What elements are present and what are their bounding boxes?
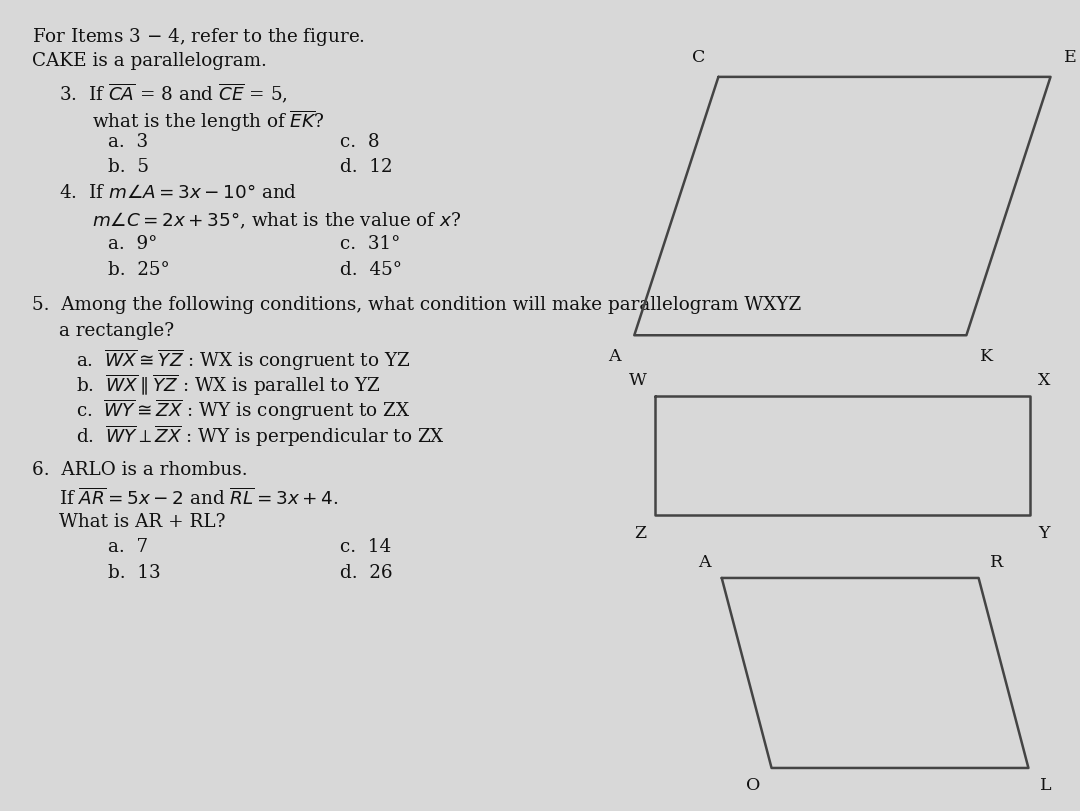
Text: a.  9°: a. 9°: [108, 235, 158, 253]
Text: 5.  Among the following conditions, what condition will make parallelogram WXYZ: 5. Among the following conditions, what …: [32, 296, 801, 314]
Text: c.  31°: c. 31°: [340, 235, 401, 253]
Text: c.  8: c. 8: [340, 133, 380, 151]
Text: d.  $\overline{WY} \perp \overline{ZX}$ : WY is perpendicular to ZX: d. $\overline{WY} \perp \overline{ZX}$ :…: [76, 423, 444, 448]
Text: c.  $\overline{WY} \cong \overline{ZX}$ : WY is congruent to ZX: c. $\overline{WY} \cong \overline{ZX}$ :…: [76, 397, 410, 423]
Text: A: A: [698, 553, 711, 570]
Text: a.  7: a. 7: [108, 538, 148, 556]
Text: 4.  If $m\angle A = 3x - 10°$ and: 4. If $m\angle A = 3x - 10°$ and: [59, 184, 297, 202]
Text: d.  45°: d. 45°: [340, 260, 402, 278]
Text: a.  3: a. 3: [108, 133, 148, 151]
Text: K: K: [980, 348, 993, 365]
Text: What is AR + RL?: What is AR + RL?: [59, 513, 226, 530]
Text: C: C: [692, 49, 705, 66]
Text: Z: Z: [635, 525, 647, 541]
Text: b.  $\overline{WX} \parallel \overline{YZ}$ : WX is parallel to YZ: b. $\overline{WX} \parallel \overline{YZ…: [76, 372, 380, 397]
Text: what is the length of $\overline{EK}$?: what is the length of $\overline{EK}$?: [92, 108, 324, 133]
Text: X: X: [1038, 371, 1051, 388]
Text: 3.  If $\overline{CA}$ = 8 and $\overline{CE}$ = 5,: 3. If $\overline{CA}$ = 8 and $\overline…: [59, 81, 288, 105]
Text: d.  26: d. 26: [340, 563, 393, 581]
Text: For Items 3 $-$ 4, refer to the figure.: For Items 3 $-$ 4, refer to the figure.: [32, 26, 365, 48]
Text: L: L: [1040, 776, 1052, 793]
Text: c.  14: c. 14: [340, 538, 391, 556]
Text: CAKE is a parallelogram.: CAKE is a parallelogram.: [32, 52, 267, 70]
Text: 6.  ARLO is a rhombus.: 6. ARLO is a rhombus.: [32, 461, 248, 478]
Text: W: W: [629, 371, 647, 388]
Text: If $\overline{AR} = 5x - 2$ and $\overline{RL} = 3x + 4$.: If $\overline{AR} = 5x - 2$ and $\overli…: [59, 487, 339, 508]
Text: b.  25°: b. 25°: [108, 260, 170, 278]
Text: O: O: [745, 776, 760, 793]
Text: b.  5: b. 5: [108, 158, 149, 176]
Text: a rectangle?: a rectangle?: [59, 322, 175, 340]
Text: b.  13: b. 13: [108, 563, 161, 581]
Text: d.  12: d. 12: [340, 158, 393, 176]
Text: Y: Y: [1038, 525, 1050, 541]
Text: $m\angle C = 2x + 35°$, what is the value of $x$?: $m\angle C = 2x + 35°$, what is the valu…: [92, 210, 461, 230]
Text: E: E: [1064, 49, 1077, 66]
Text: A: A: [608, 348, 621, 365]
Text: a.  $\overline{WX} \cong \overline{YZ}$ : WX is congruent to YZ: a. $\overline{WX} \cong \overline{YZ}$ :…: [76, 347, 410, 372]
Text: R: R: [990, 553, 1003, 570]
